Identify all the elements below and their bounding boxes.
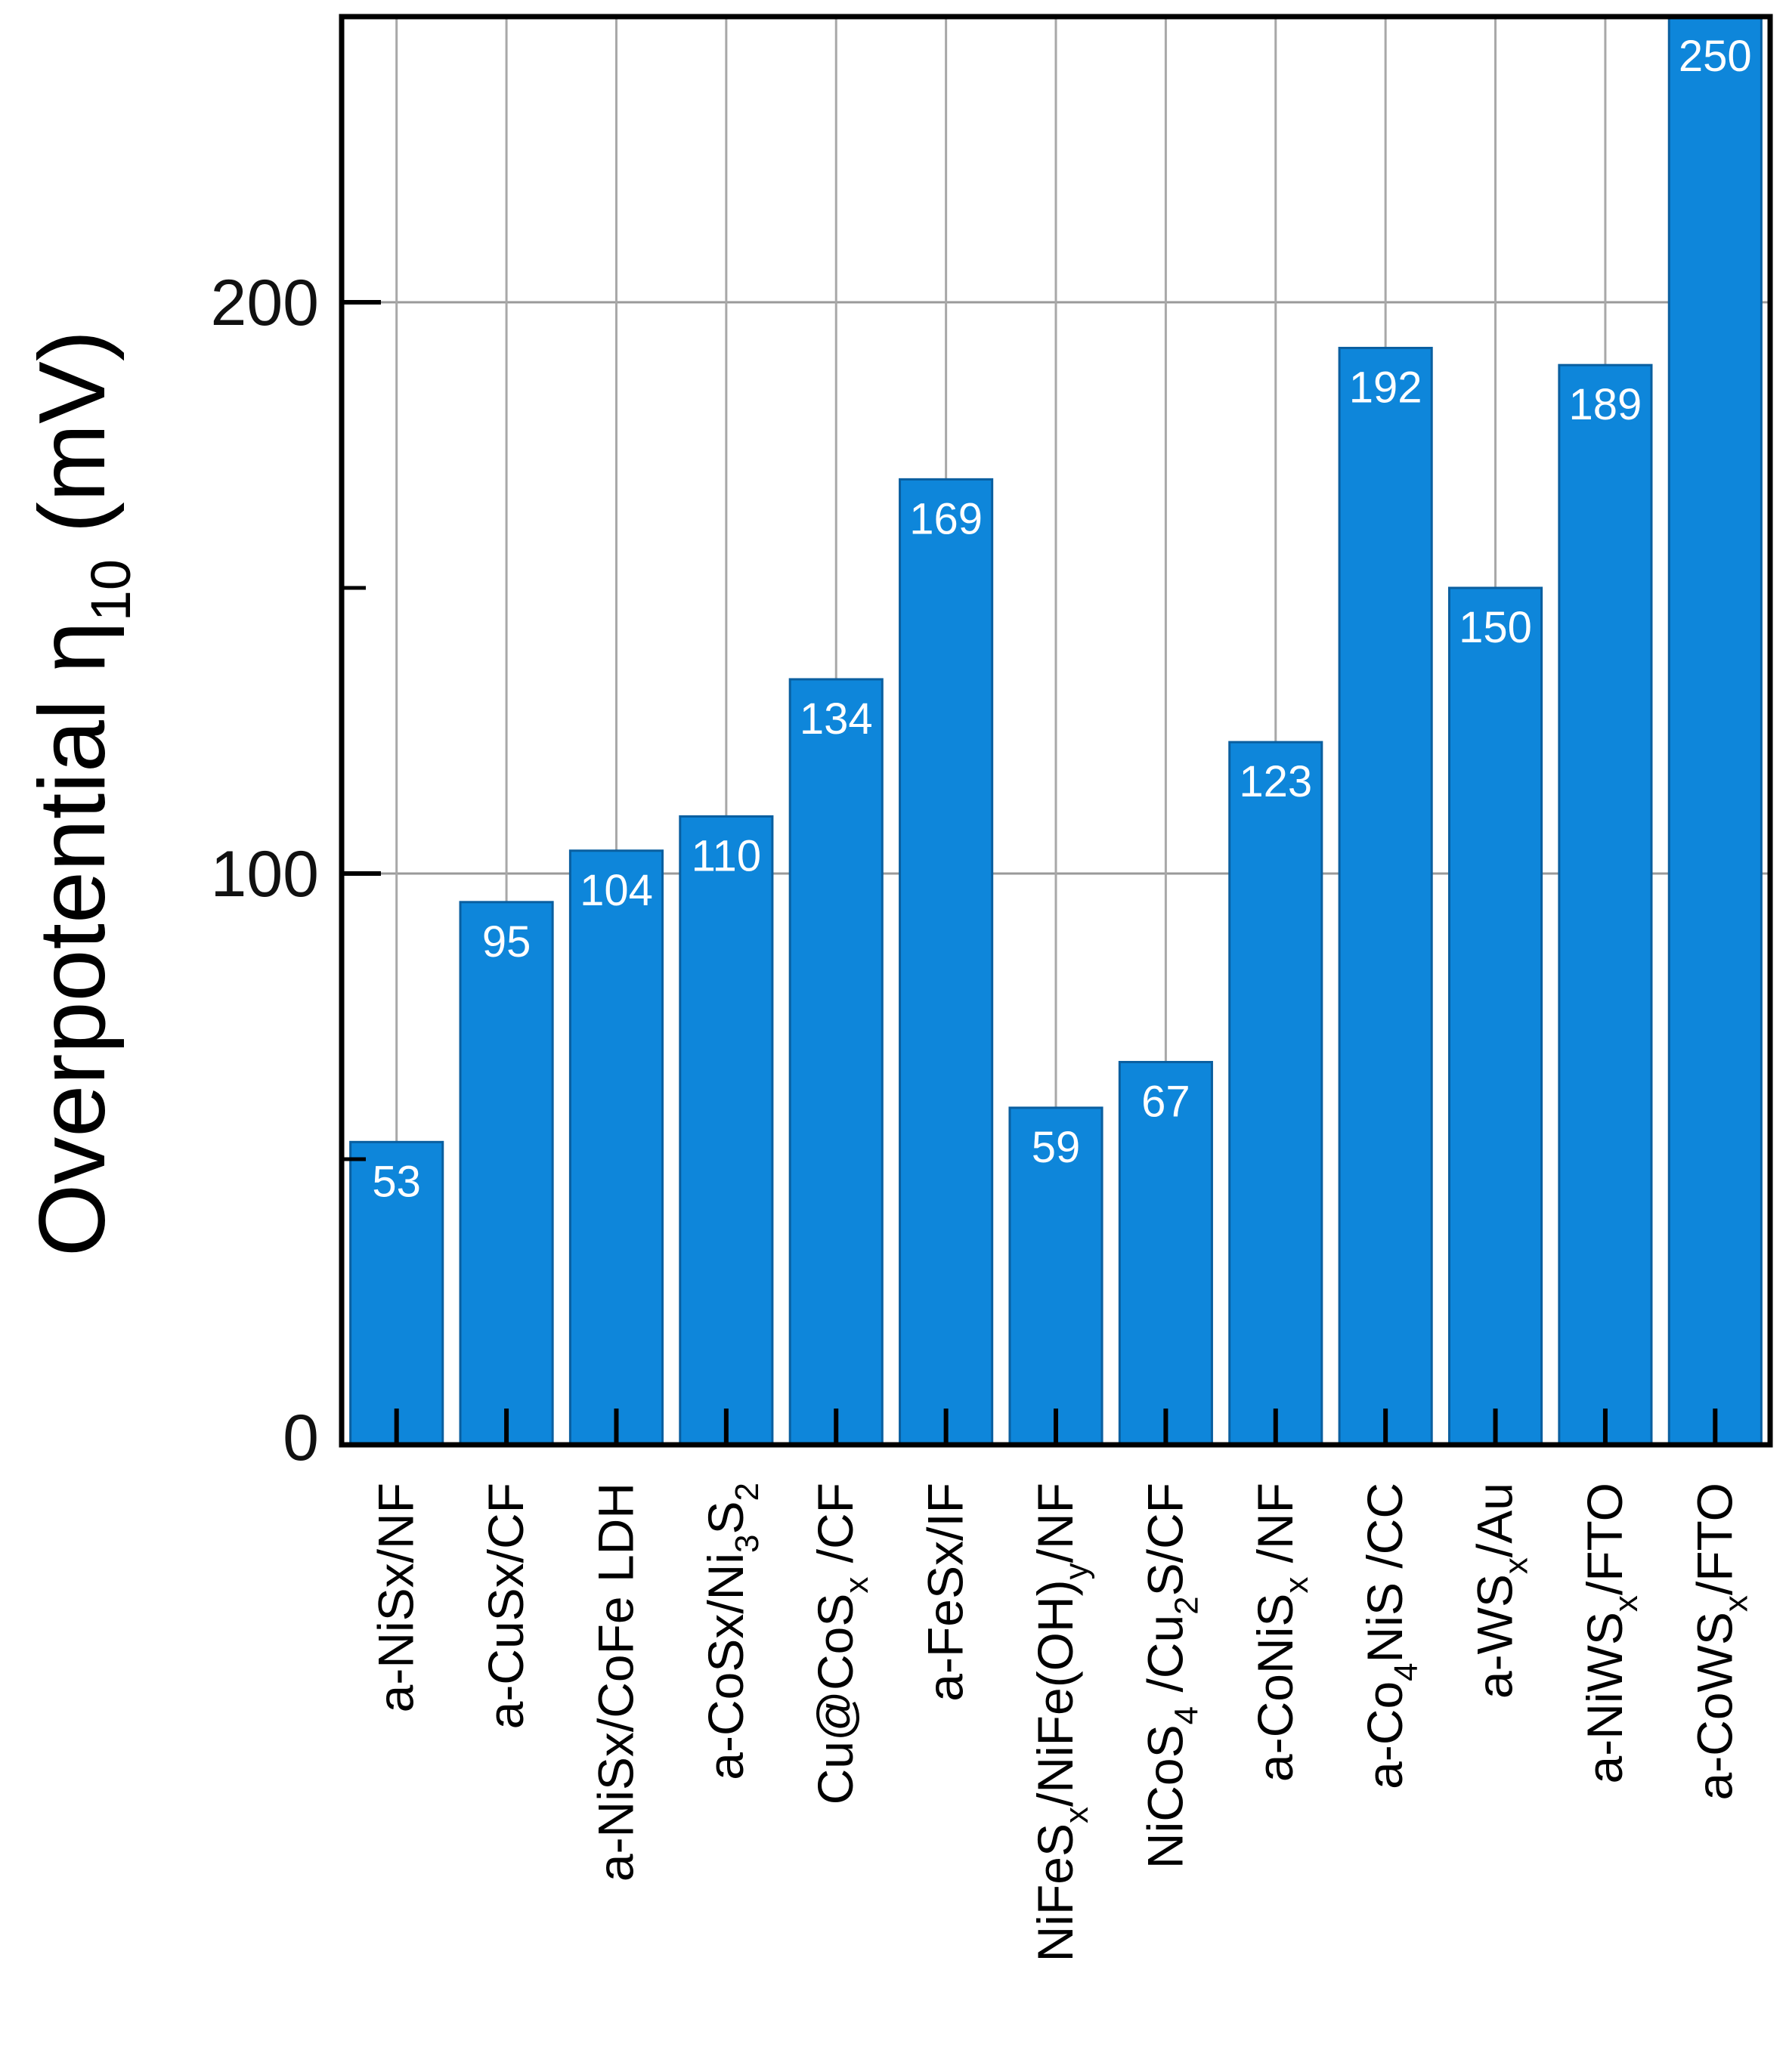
category-label-2-part-0: a-NiSx/CoFe LDH	[587, 1483, 643, 1882]
y-title-part-0: Overpotential η	[20, 621, 125, 1257]
bars	[349, 15, 1763, 1446]
category-label-10-part-2: /Au	[1467, 1483, 1523, 1557]
category-label-6: NiFeSx/NiFe(OH)y/NF	[1027, 1483, 1095, 1962]
category-label-5-part-0: a-FeSx/IF	[918, 1483, 973, 1702]
data-label-3: 110	[692, 831, 761, 880]
category-label-8-part-1: x	[1278, 1577, 1315, 1594]
bar-12	[1667, 15, 1763, 1446]
data-label-4: 134	[800, 694, 873, 744]
category-labels: a-NiSx/NF a-CuSx/CF a-NiSx/CoFe LDH a-CoSx/…	[368, 1483, 1755, 1962]
bar-3	[679, 815, 774, 1446]
bar-9	[1338, 346, 1433, 1446]
data-label-2: 104	[580, 866, 653, 915]
category-label-6-part-2: /NiFe(OH)	[1027, 1579, 1083, 1807]
category-label-4-part-2: /CF	[807, 1483, 863, 1577]
category-label-6-part-1: x	[1058, 1807, 1095, 1823]
category-label-10: a-WSx/Au	[1467, 1483, 1535, 1699]
category-label-1: a-CuSx/CF	[478, 1483, 534, 1729]
category-label-0: a-NiSx/NF	[368, 1483, 424, 1712]
category-label-1-part-0: a-CuSx/CF	[478, 1483, 534, 1729]
category-label-6-part-4: /NF	[1027, 1483, 1083, 1563]
category-label-7-part-3: 2	[1168, 1596, 1205, 1614]
data-label-0: 53	[372, 1157, 421, 1206]
category-label-12-part-1: x	[1717, 1595, 1754, 1612]
bar-4	[788, 678, 884, 1446]
category-label-4: Cu@CoSx /CF	[807, 1483, 875, 1804]
data-labels: 53 95 104 110 134 169 59 67 123 192 150 189 250	[372, 32, 1751, 1206]
data-label-9: 192	[1349, 363, 1422, 412]
category-label-8-part-0: a-CoNiS	[1247, 1594, 1303, 1782]
data-label-7: 67	[1141, 1077, 1190, 1126]
category-label-6-part-0: NiFeS	[1027, 1823, 1083, 1962]
data-label-5: 169	[909, 494, 983, 543]
y-tick-label-200: 200	[211, 267, 320, 339]
y-tick-label-0: 0	[283, 1402, 319, 1474]
category-label-12-part-0: a-CoWS	[1686, 1612, 1742, 1800]
category-label-6-part-3: y	[1058, 1563, 1095, 1579]
data-label-6: 59	[1032, 1123, 1081, 1172]
category-label-9-part-1: 4	[1388, 1662, 1425, 1681]
y-title-part-1: 10	[79, 559, 142, 621]
y-title-part-2: (mV)	[20, 330, 125, 559]
category-label-3-part-3: 2	[729, 1483, 766, 1501]
category-label-12-part-2: /FTO	[1686, 1483, 1742, 1595]
category-label-3-part-0: a-CoSx/Ni	[698, 1553, 754, 1780]
bar-10	[1447, 586, 1543, 1446]
category-label-7: NiCoS4 /Cu2S/CF	[1137, 1483, 1205, 1869]
bar-0	[349, 1140, 444, 1446]
category-label-11: a-NiWSx/FTO	[1577, 1483, 1645, 1783]
bar-2	[568, 849, 664, 1446]
category-label-9: a-Co4NiS /CC	[1357, 1483, 1425, 1789]
category-label-7-part-4: S/CF	[1137, 1483, 1193, 1596]
data-label-10: 150	[1459, 603, 1532, 652]
category-label-7-part-0: NiCoS	[1137, 1724, 1193, 1869]
category-label-11-part-2: /FTO	[1577, 1483, 1633, 1595]
category-label-4-part-0: Cu@CoS	[807, 1594, 863, 1805]
bar-8	[1228, 741, 1323, 1446]
bar-1	[459, 901, 554, 1446]
bar-11	[1558, 363, 1653, 1446]
category-label-9-part-2: NiS /CC	[1357, 1483, 1413, 1662]
category-label-10-part-0: a-WS	[1467, 1574, 1523, 1699]
category-label-2: a-NiSx/CoFe LDH	[587, 1483, 643, 1882]
category-label-8-part-2: /NF	[1247, 1483, 1303, 1577]
y-axis-ticks: 0 100 200	[211, 267, 381, 1474]
category-label-8: a-CoNiSx /NF	[1247, 1483, 1315, 1782]
category-label-10-part-1: x	[1498, 1557, 1535, 1574]
data-label-12: 250	[1679, 32, 1752, 81]
category-label-7-part-2: /Cu	[1137, 1615, 1193, 1706]
category-label-9-part-0: a-Co	[1357, 1681, 1413, 1789]
bar-6	[1008, 1106, 1103, 1446]
y-axis-title: Overpotential η10 (mV)	[20, 330, 142, 1257]
category-label-11-part-0: a-NiWS	[1577, 1612, 1633, 1783]
y-tick-label-100: 100	[211, 838, 320, 911]
category-label-12: a-CoWSx/FTO	[1686, 1483, 1754, 1801]
category-label-3-part-1: 3	[729, 1535, 766, 1553]
data-label-11: 189	[1569, 380, 1642, 429]
category-label-3: a-CoSx/Ni3S2	[698, 1483, 766, 1780]
category-label-11-part-1: x	[1608, 1595, 1645, 1612]
category-label-0-part-0: a-NiSx/NF	[368, 1483, 424, 1712]
category-ticks	[394, 1409, 1718, 1445]
data-label-8: 123	[1239, 757, 1312, 806]
category-label-4-part-1: x	[838, 1577, 875, 1594]
plot-frame	[339, 14, 1773, 1448]
bar-7	[1118, 1060, 1213, 1446]
data-label-1: 95	[482, 917, 531, 966]
category-label-3-part-2: S	[698, 1501, 754, 1534]
category-label-7-part-1: 4	[1168, 1706, 1205, 1724]
bar-5	[899, 478, 994, 1446]
category-label-5: a-FeSx/IF	[918, 1483, 973, 1702]
